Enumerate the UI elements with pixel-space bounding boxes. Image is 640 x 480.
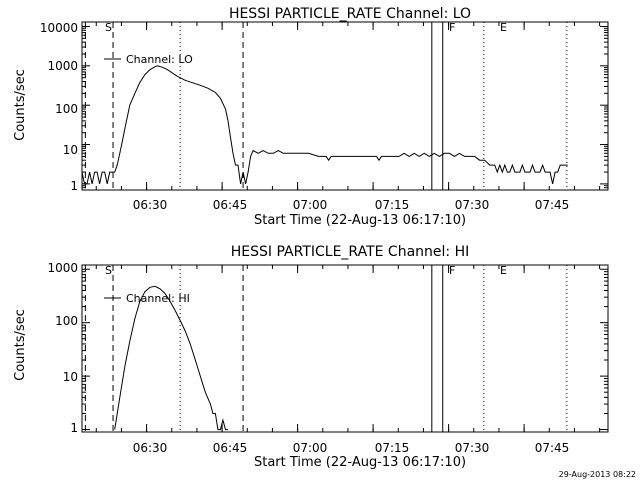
- y-tick-labels: 1 10 100 1000: [47, 261, 78, 435]
- x-tick-label: 07:00: [293, 198, 328, 212]
- x-tick-label: 06:45: [213, 198, 248, 212]
- y-tick-labels: 1 10 100 1000 10000: [40, 21, 78, 193]
- event-marker-labels: S F E: [105, 21, 507, 34]
- x-tick-label: 06:30: [133, 198, 168, 212]
- chart-title: HESSI PARTICLE_RATE Channel: HI: [231, 244, 469, 260]
- y-axis-label: Counts/sec: [13, 69, 28, 141]
- panel-lo: HESSI PARTICLE_RATE Channel: LO Counts/s…: [13, 6, 609, 228]
- y-tick-label: 10000: [40, 21, 78, 35]
- x-tick-label: 06:45: [213, 441, 248, 455]
- legend: Channel: LO: [104, 53, 193, 66]
- marker-label-e: E: [500, 21, 507, 34]
- y-tick-label: 1: [70, 179, 78, 193]
- legend-label: Channel: HI: [126, 292, 190, 305]
- event-marker-labels: S F E: [105, 264, 507, 277]
- x-tick-label: 07:15: [375, 198, 410, 212]
- axes-frame: [81, 21, 609, 191]
- y-tick-label: 100: [55, 314, 78, 328]
- plot-area: [81, 21, 609, 191]
- x-tick-label: 06:30: [133, 441, 168, 455]
- axes-frame: [81, 264, 609, 433]
- x-tick-label: 07:45: [535, 198, 570, 212]
- x-axis-label: Start Time (22-Aug-13 06:17:10): [254, 213, 466, 228]
- y-tick-label: 100: [55, 102, 78, 116]
- marker-label-f: F: [449, 21, 455, 34]
- x-tick-label: 07:45: [535, 441, 570, 455]
- x-tick-label: 07:15: [375, 441, 410, 455]
- plot-area: [81, 264, 609, 433]
- series-line: [81, 65, 568, 185]
- footer-date: 29-Aug-2013 08:22: [559, 470, 636, 479]
- y-tick-label: 10: [63, 370, 78, 384]
- x-tick-labels: 06:30 06:45 07:00 07:15 07:30 07:45: [133, 198, 570, 212]
- x-tick-label: 07:00: [293, 441, 328, 455]
- x-tick-label: 07:30: [455, 198, 490, 212]
- y-tick-label: 1: [70, 421, 78, 435]
- x-tick-labels: 06:30 06:45 07:00 07:15 07:30 07:45: [133, 441, 570, 455]
- series-line: [114, 285, 228, 431]
- y-tick-label: 1000: [47, 261, 78, 275]
- marker-label-e: E: [500, 264, 507, 277]
- x-axis-label: Start Time (22-Aug-13 06:17:10): [254, 455, 466, 470]
- marker-label-s: S: [105, 21, 112, 34]
- y-tick-label: 10: [63, 143, 78, 157]
- legend: Channel: HI: [104, 292, 190, 305]
- panel-hi: HESSI PARTICLE_RATE Channel: HI Counts/s…: [13, 244, 609, 470]
- marker-label-s: S: [105, 264, 112, 277]
- legend-label: Channel: LO: [126, 53, 193, 66]
- x-tick-label: 07:30: [455, 441, 490, 455]
- marker-label-f: F: [449, 264, 455, 277]
- chart-title: HESSI PARTICLE_RATE Channel: LO: [229, 6, 471, 22]
- y-tick-label: 1000: [47, 59, 78, 73]
- y-axis-label: Counts/sec: [13, 309, 28, 381]
